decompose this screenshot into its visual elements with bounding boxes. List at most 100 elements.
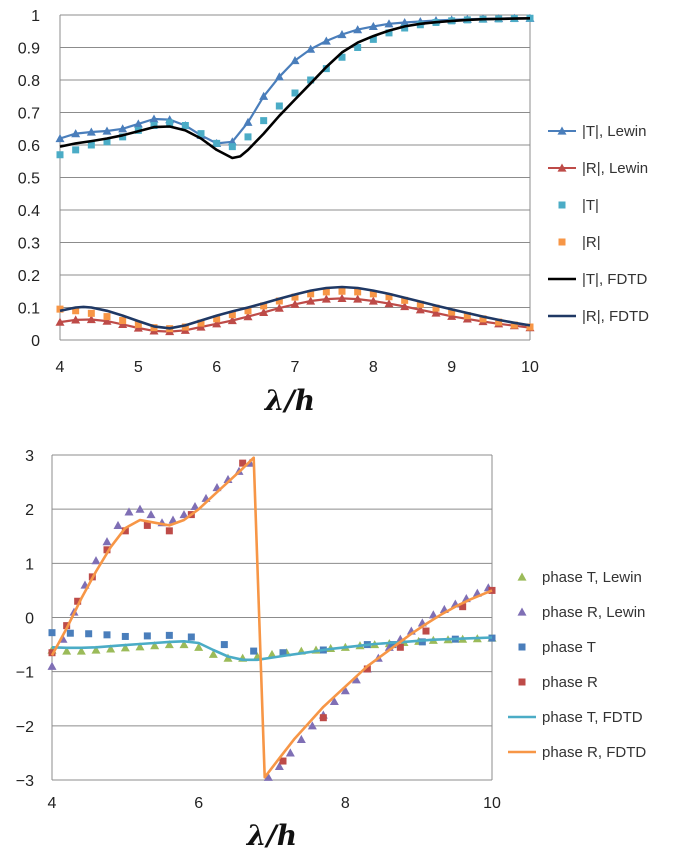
data-point <box>146 510 156 519</box>
data-point <box>56 151 64 159</box>
data-point <box>168 515 178 524</box>
legend-label: |T|, Lewin <box>582 123 646 140</box>
data-point <box>165 527 173 535</box>
data-point <box>165 631 173 639</box>
legend-label: phase R, Lewin <box>542 604 645 621</box>
legend-entry-t-lewin: |T|, Lewin <box>548 123 646 140</box>
x-tick-label: 8 <box>369 359 378 376</box>
legend-label: phase R, FDTD <box>542 744 646 761</box>
series-phase-r-lewin <box>47 458 493 781</box>
data-point <box>259 91 269 100</box>
data-point <box>368 296 378 305</box>
x-tick-label: 6 <box>194 795 203 812</box>
data-point <box>260 117 268 125</box>
data-point <box>250 647 258 655</box>
y-tick-label: −3 <box>16 773 34 790</box>
data-point <box>102 537 112 546</box>
data-point <box>400 17 410 27</box>
legend-entry-r-fdtd: |R|, FDTD <box>548 308 649 325</box>
data-point <box>74 597 82 605</box>
data-point <box>263 772 273 781</box>
data-point <box>431 308 441 317</box>
data-point <box>337 293 347 302</box>
data-point <box>244 307 252 315</box>
data-point <box>479 315 487 323</box>
data-point <box>329 696 339 706</box>
legend-swatch-marker <box>557 126 567 135</box>
series-phase-r-fdtd <box>50 456 493 779</box>
data-point <box>149 114 159 123</box>
data-point <box>307 721 317 730</box>
data-point <box>47 661 57 670</box>
data-point <box>274 761 284 771</box>
series-line <box>51 636 493 662</box>
data-point <box>447 311 457 320</box>
axes <box>59 15 531 341</box>
data-point <box>118 124 128 133</box>
data-point <box>428 610 438 619</box>
data-point <box>181 323 189 331</box>
legend: |T|, Lewin |R|, Lewin |T| |R| |T|, FDTD |R|, … <box>548 123 649 325</box>
grid-lines <box>60 14 530 341</box>
data-point <box>106 644 116 653</box>
data-point <box>62 646 72 655</box>
data-point <box>279 649 287 657</box>
data-point <box>306 296 316 305</box>
data-point <box>133 119 143 128</box>
y-tick-label: 0.9 <box>18 41 40 58</box>
data-point <box>56 305 64 313</box>
data-point <box>290 299 300 308</box>
data-point <box>353 294 363 303</box>
data-point <box>227 316 237 325</box>
data-point <box>71 129 81 138</box>
data-point <box>369 290 377 298</box>
data-point <box>135 642 145 651</box>
y-tick-label: 0.5 <box>18 171 40 188</box>
y-tick-label: 0.7 <box>18 106 40 123</box>
data-point <box>181 122 189 129</box>
data-point <box>72 307 80 315</box>
data-point <box>244 133 252 141</box>
data-point <box>197 319 205 327</box>
data-point <box>291 293 299 301</box>
legend-entry-phase-r-lewin: phase R, Lewin <box>517 604 645 621</box>
legend-label: |R|, FDTD <box>582 308 649 325</box>
data-point <box>338 53 346 61</box>
data-point <box>213 139 221 147</box>
x-tick-label: 6 <box>212 359 221 376</box>
data-point <box>401 296 409 304</box>
y-tick-label: 0.4 <box>18 203 40 220</box>
data-point <box>307 290 315 298</box>
data-point <box>150 641 160 650</box>
series-layer <box>47 456 497 781</box>
data-point <box>274 72 284 81</box>
data-point <box>415 305 425 314</box>
legend-swatch-marker <box>517 607 527 616</box>
grid-lines <box>52 454 492 781</box>
data-point <box>274 303 284 312</box>
data-point <box>102 316 112 325</box>
data-point <box>121 632 129 640</box>
data-point <box>102 126 112 135</box>
series-line <box>50 456 493 779</box>
data-point <box>351 675 361 684</box>
data-point <box>448 308 456 316</box>
data-point <box>459 603 467 611</box>
data-point <box>166 119 174 127</box>
data-point <box>260 302 268 310</box>
legend-entry-phase-r-fdtd: phase R, FDTD <box>508 744 646 761</box>
data-point <box>418 638 426 646</box>
y-tick-label: 3 <box>25 448 34 465</box>
data-point <box>119 317 127 324</box>
data-point <box>267 649 277 658</box>
data-point <box>354 288 362 296</box>
legend-label: |T| <box>582 197 599 214</box>
legend-label: phase T, Lewin <box>542 569 642 586</box>
legend-label: |R| <box>582 234 601 251</box>
data-point <box>103 631 111 639</box>
legend-entry-t: |T| <box>558 197 599 214</box>
data-point <box>368 21 378 30</box>
data-point <box>279 757 287 765</box>
data-point <box>422 627 430 635</box>
